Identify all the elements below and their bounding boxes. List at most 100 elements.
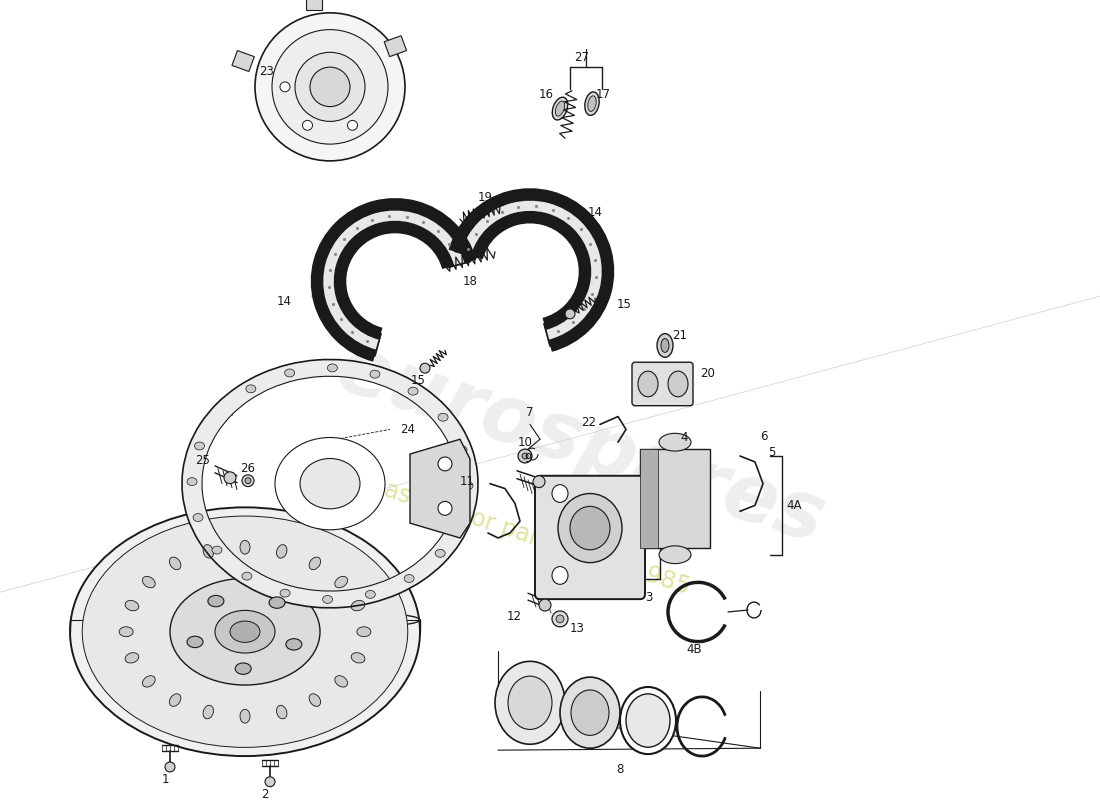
Ellipse shape — [351, 601, 365, 610]
Ellipse shape — [125, 653, 139, 663]
Ellipse shape — [309, 694, 320, 706]
Text: 1: 1 — [162, 774, 168, 786]
Ellipse shape — [552, 97, 568, 120]
Text: 15: 15 — [617, 298, 631, 310]
Ellipse shape — [142, 676, 155, 687]
Text: 4A: 4A — [786, 499, 802, 512]
Ellipse shape — [245, 385, 256, 393]
Text: 8: 8 — [616, 763, 624, 777]
FancyBboxPatch shape — [535, 476, 645, 599]
Ellipse shape — [463, 482, 473, 490]
Ellipse shape — [169, 557, 180, 570]
Ellipse shape — [560, 677, 620, 748]
Ellipse shape — [170, 578, 320, 685]
Ellipse shape — [242, 474, 254, 486]
Ellipse shape — [295, 52, 365, 122]
Ellipse shape — [214, 610, 275, 653]
Ellipse shape — [286, 638, 301, 650]
Text: 14: 14 — [277, 294, 292, 307]
Ellipse shape — [235, 663, 251, 674]
Ellipse shape — [620, 687, 676, 754]
Ellipse shape — [187, 636, 204, 647]
Ellipse shape — [404, 574, 415, 582]
Ellipse shape — [365, 590, 375, 598]
Ellipse shape — [204, 545, 213, 558]
Ellipse shape — [276, 706, 287, 719]
Ellipse shape — [187, 478, 197, 486]
Text: 23: 23 — [260, 65, 274, 78]
Ellipse shape — [438, 502, 452, 515]
Ellipse shape — [348, 120, 358, 130]
Ellipse shape — [208, 595, 224, 606]
Ellipse shape — [195, 442, 205, 450]
Ellipse shape — [270, 597, 285, 608]
Text: a passion for parts since 1985: a passion for parts since 1985 — [346, 466, 693, 600]
Ellipse shape — [438, 457, 452, 471]
Bar — [384, 36, 407, 57]
Text: 19: 19 — [477, 191, 493, 204]
Polygon shape — [454, 194, 608, 346]
Ellipse shape — [165, 762, 175, 772]
Ellipse shape — [82, 516, 408, 747]
Ellipse shape — [657, 334, 673, 358]
Ellipse shape — [370, 370, 379, 378]
Ellipse shape — [455, 518, 465, 526]
Ellipse shape — [300, 458, 360, 509]
Ellipse shape — [224, 472, 236, 484]
Ellipse shape — [302, 120, 312, 130]
Text: 2: 2 — [262, 788, 268, 800]
Text: 7: 7 — [526, 406, 534, 419]
Ellipse shape — [571, 690, 609, 735]
Polygon shape — [317, 204, 471, 356]
Ellipse shape — [212, 546, 222, 554]
Text: eurospares: eurospares — [326, 329, 834, 560]
Ellipse shape — [495, 662, 565, 744]
Ellipse shape — [351, 653, 365, 663]
Ellipse shape — [275, 438, 385, 530]
Bar — [640, 449, 658, 548]
Ellipse shape — [552, 485, 568, 502]
Bar — [306, 0, 322, 10]
Ellipse shape — [272, 30, 388, 144]
Ellipse shape — [245, 478, 251, 484]
Ellipse shape — [659, 546, 691, 564]
Text: 11: 11 — [460, 475, 475, 488]
Ellipse shape — [408, 387, 418, 395]
Ellipse shape — [552, 611, 568, 626]
Text: 14: 14 — [588, 206, 603, 218]
Ellipse shape — [192, 514, 204, 522]
Text: 17: 17 — [596, 88, 611, 102]
Ellipse shape — [522, 453, 528, 459]
Bar — [640, 449, 710, 548]
Ellipse shape — [456, 446, 468, 454]
Text: 16: 16 — [539, 88, 554, 102]
Ellipse shape — [570, 506, 611, 550]
Ellipse shape — [626, 694, 670, 747]
Polygon shape — [182, 359, 478, 608]
Ellipse shape — [668, 371, 688, 397]
Text: 12: 12 — [507, 610, 522, 623]
Ellipse shape — [265, 777, 275, 786]
Ellipse shape — [587, 96, 596, 111]
Ellipse shape — [255, 13, 405, 161]
Bar — [232, 50, 254, 71]
Text: 13: 13 — [570, 622, 585, 635]
Polygon shape — [410, 439, 470, 538]
Text: 24: 24 — [400, 423, 415, 436]
Ellipse shape — [310, 67, 350, 106]
Text: 9: 9 — [525, 453, 531, 466]
Ellipse shape — [565, 309, 575, 319]
Ellipse shape — [142, 576, 155, 588]
Text: 25: 25 — [195, 454, 210, 467]
Ellipse shape — [240, 540, 250, 554]
Ellipse shape — [242, 572, 252, 580]
Ellipse shape — [659, 434, 691, 451]
Ellipse shape — [334, 676, 348, 687]
Ellipse shape — [334, 576, 348, 588]
FancyBboxPatch shape — [632, 362, 693, 406]
Ellipse shape — [309, 557, 320, 570]
Text: 4: 4 — [680, 430, 688, 444]
Text: 27: 27 — [574, 50, 590, 64]
Ellipse shape — [585, 92, 600, 115]
Text: 18: 18 — [463, 275, 477, 288]
